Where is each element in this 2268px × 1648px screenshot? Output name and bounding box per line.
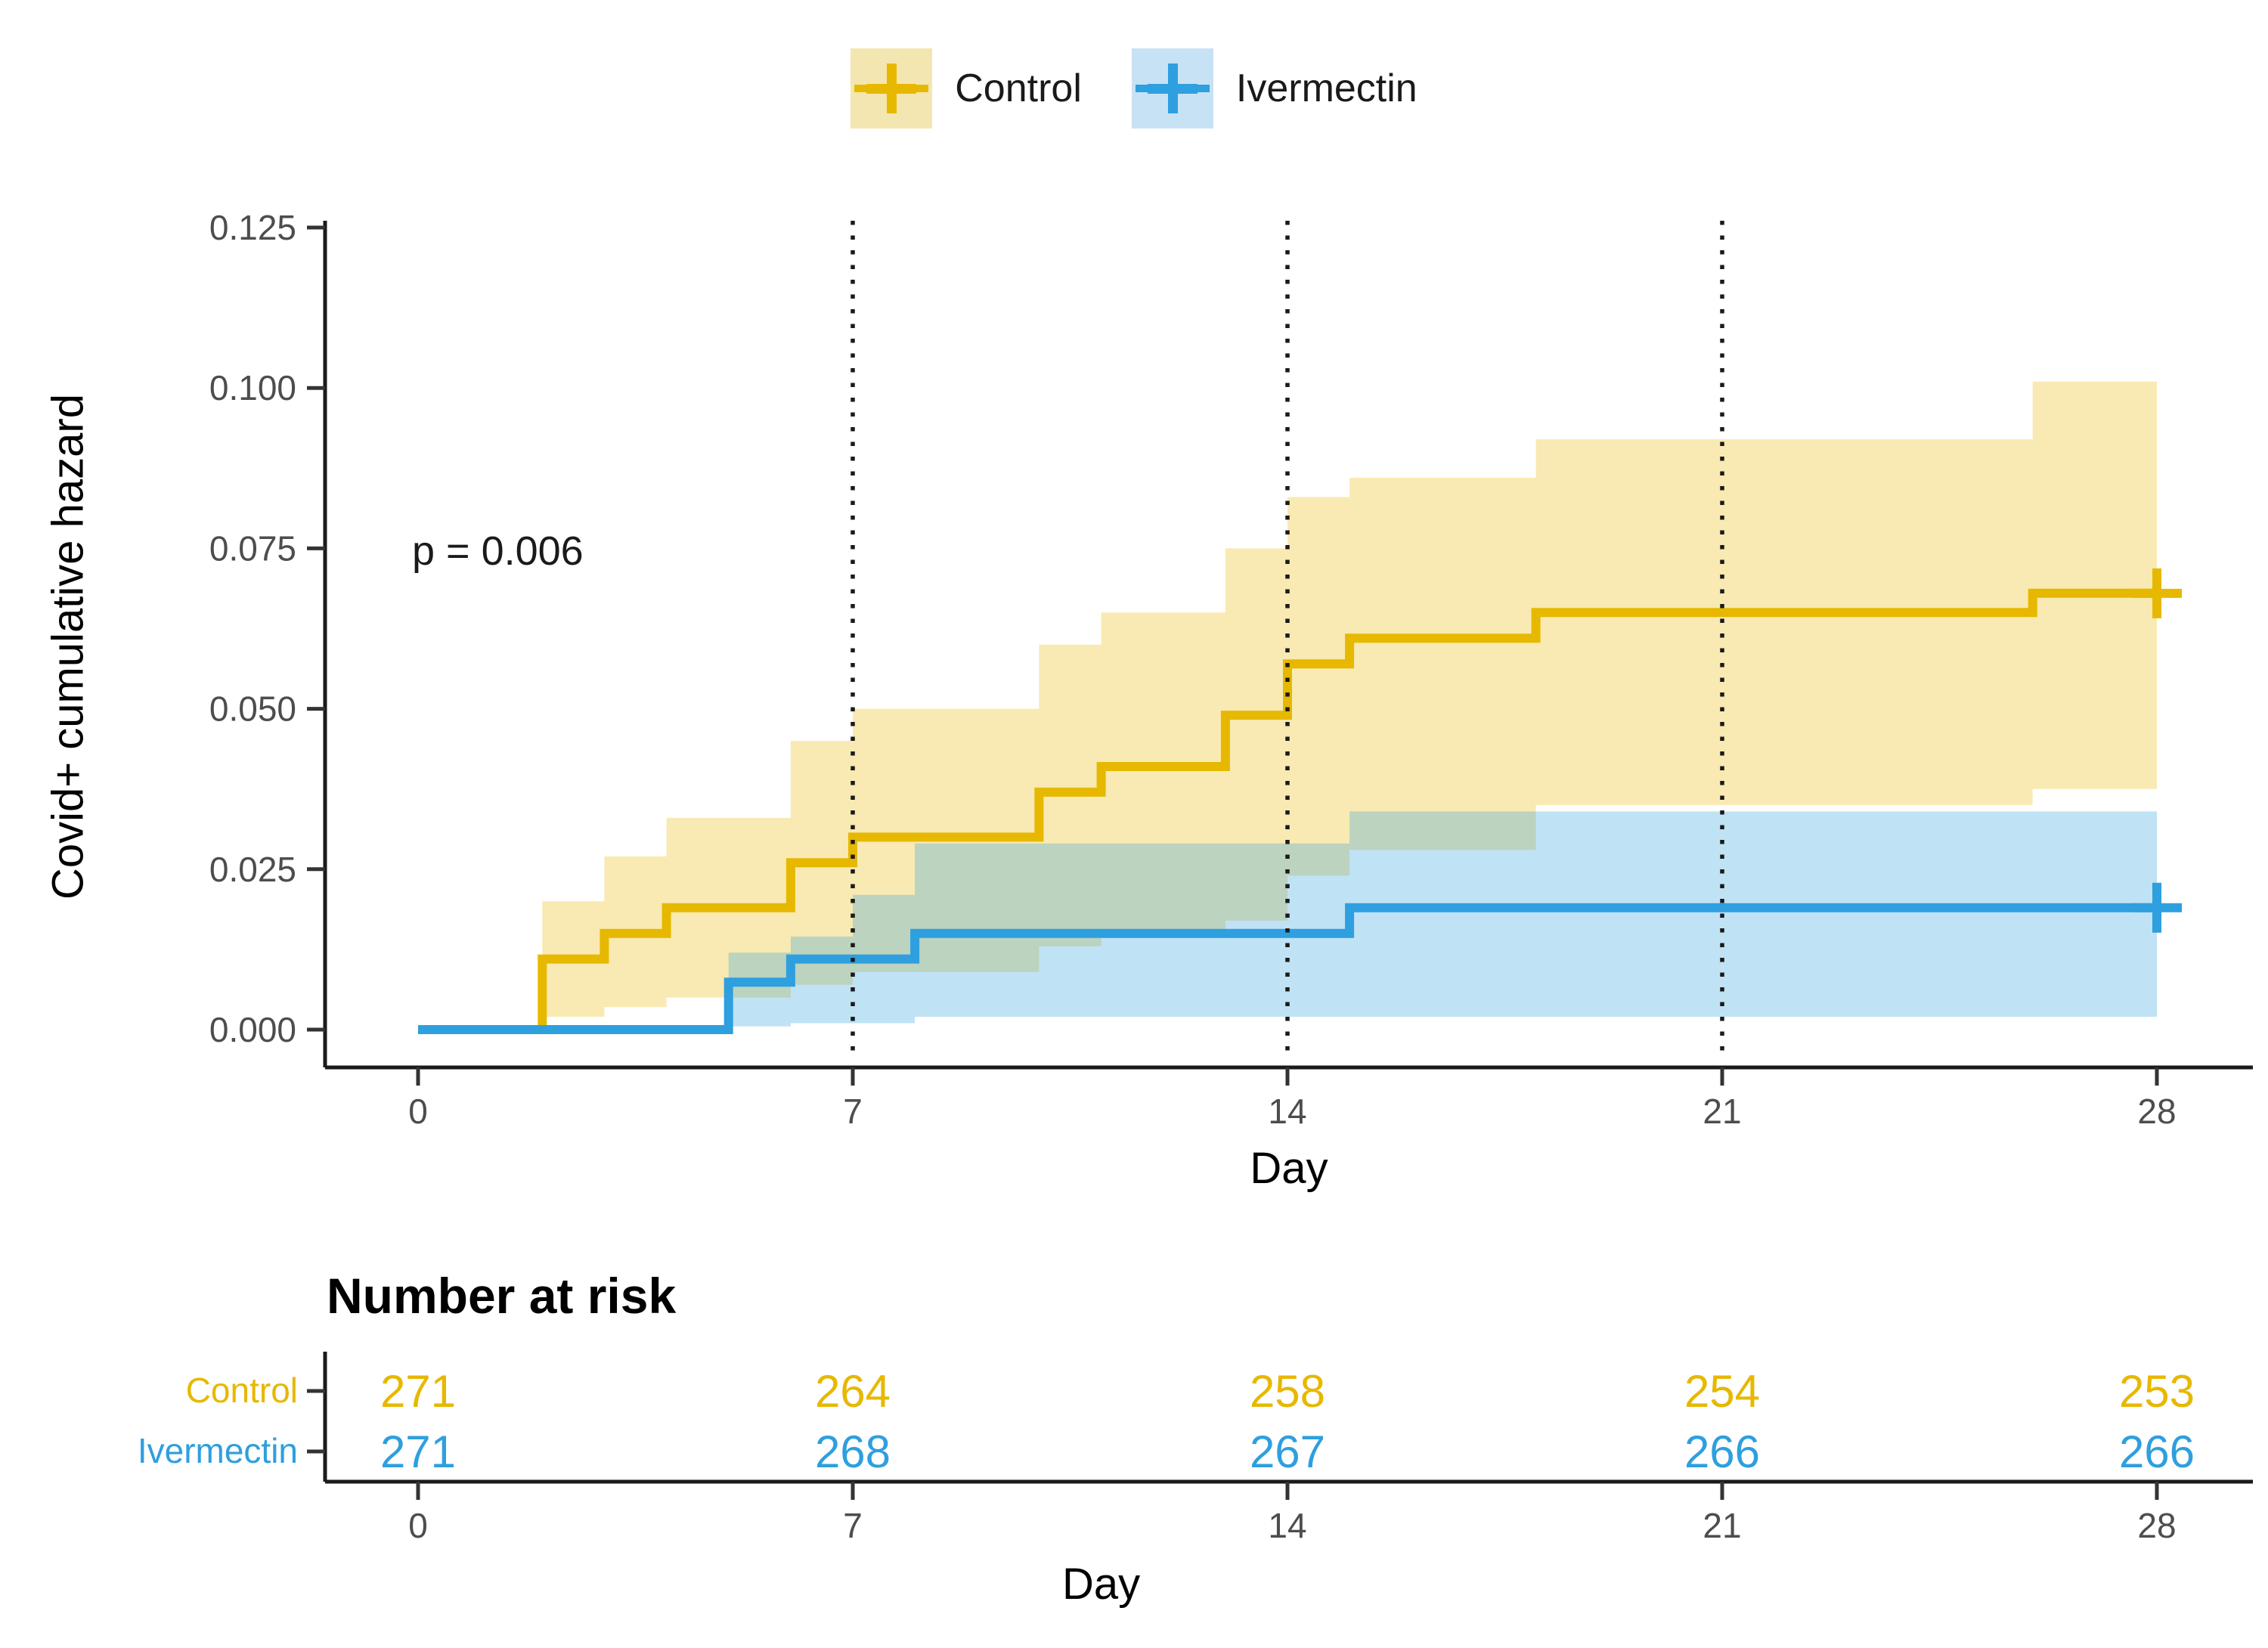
legend-item-control: Control <box>850 48 1082 129</box>
control-censor-mark-icon <box>2132 568 2183 618</box>
risk-x-tick-label: 28 <box>2137 1506 2176 1545</box>
risk-count-control-day28: 253 <box>2119 1366 2195 1417</box>
y-tick-label: 0.000 <box>209 1010 296 1049</box>
x-tick-label: 14 <box>1268 1092 1306 1131</box>
control-swatch-icon <box>850 48 933 129</box>
x-tick-label: 28 <box>2137 1092 2176 1131</box>
x-axis-title: Day <box>1250 1144 1328 1193</box>
risk-table-title: Number at risk <box>327 1268 677 1324</box>
chart-legend: Control Ivermectin <box>0 48 2268 129</box>
ivermectin-swatch-icon <box>1131 48 1213 129</box>
y-tick-label: 0.125 <box>209 208 296 247</box>
risk-count-ivermectin-day7: 268 <box>815 1427 891 1477</box>
control-censor-plus-icon <box>866 84 917 94</box>
y-tick-label: 0.025 <box>209 850 296 889</box>
control-curve <box>418 588 2157 1034</box>
legend-item-ivermectin: Ivermectin <box>1131 48 1418 129</box>
ivermectin-confidence-band <box>728 811 2158 1027</box>
risk-x-axis-title: Day <box>1062 1560 1141 1609</box>
y-tick-label: 0.075 <box>209 528 296 568</box>
risk-x-tick-label: 14 <box>1268 1506 1306 1545</box>
control-confidence-band <box>542 381 2157 1017</box>
risk-x-tick-label: 21 <box>1703 1506 1741 1545</box>
ivermectin-censor-mark-icon <box>2132 882 2183 933</box>
y-tick-label: 0.050 <box>209 689 296 729</box>
x-tick-label: 21 <box>1703 1092 1741 1131</box>
risk-count-ivermectin-day0: 271 <box>380 1427 456 1477</box>
risk-count-ivermectin-day14: 267 <box>1250 1427 1325 1477</box>
risk-x-tick-label: 7 <box>843 1506 863 1545</box>
risk-count-control-day14: 258 <box>1250 1366 1325 1417</box>
ivermectin-censor-plus-icon <box>1147 84 1198 94</box>
risk-count-control-day0: 271 <box>380 1366 456 1417</box>
risk-count-control-day21: 254 <box>1684 1366 1760 1417</box>
risk-x-tick-label: 0 <box>408 1506 428 1545</box>
risk-count-ivermectin-day21: 266 <box>1684 1427 1760 1477</box>
x-tick-label: 0 <box>408 1092 428 1131</box>
legend-label-ivermectin: Ivermectin <box>1235 67 1418 110</box>
pvalue-annotation: p = 0.006 <box>412 528 584 574</box>
x-tick-label: 7 <box>843 1092 863 1131</box>
risk-row-label-ivermectin: Ivermectin <box>137 1431 298 1470</box>
risk-count-ivermectin-day28: 266 <box>2119 1427 2195 1477</box>
y-tick-label: 0.100 <box>209 368 296 407</box>
risk-row-label-control: Control <box>185 1371 298 1410</box>
risk-count-control-day7: 264 <box>815 1366 891 1417</box>
legend-label-control: Control <box>955 67 1082 110</box>
